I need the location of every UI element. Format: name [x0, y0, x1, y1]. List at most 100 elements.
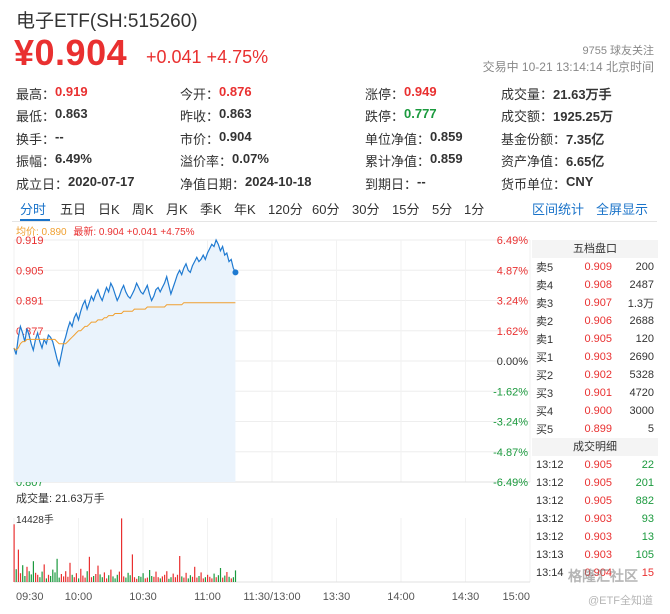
ask-row[interactable]: 卖3 0.907 1.3万 — [532, 294, 658, 312]
stat-value: 7.35亿 — [566, 131, 605, 147]
volume-bar — [131, 554, 133, 582]
x-tick: 09:30 — [16, 591, 44, 603]
volume-bar — [187, 578, 189, 582]
volume-label: 成交量: 21.63万手 — [16, 491, 105, 505]
ask-row[interactable]: 卖4 0.908 2487 — [532, 276, 658, 294]
stat-value: 0.904 — [219, 128, 252, 144]
trade-price: 0.904 — [584, 567, 612, 579]
volume-bar — [142, 573, 144, 582]
tab-10[interactable]: 15分 — [392, 202, 420, 217]
volume-bar — [189, 575, 191, 582]
volume-bar — [121, 518, 123, 582]
active-tab-underline — [20, 219, 50, 221]
volume-bar — [60, 574, 62, 582]
trade-price: 0.903 — [584, 531, 612, 543]
volume-bar — [63, 576, 65, 582]
order-book-title: 五档盘口 — [532, 240, 658, 258]
volume-bar — [140, 576, 142, 582]
trade-row: 13:12 0.905 201 — [532, 474, 658, 492]
fullscreen-link[interactable]: 全屏显示 — [596, 202, 649, 217]
volume-bar — [82, 575, 84, 582]
stat-item: 最高： 0.919 — [16, 84, 180, 103]
stat-item: 昨收： 0.863 — [180, 106, 365, 125]
bid-row[interactable]: 买1 0.903 2690 — [532, 348, 658, 366]
stat-item: 换手： -- — [16, 129, 180, 148]
bid-row[interactable]: 买3 0.901 4720 — [532, 384, 658, 402]
ask-row[interactable]: 卖2 0.906 2688 — [532, 312, 658, 330]
volume-bar — [181, 576, 183, 582]
volume-bar — [69, 562, 71, 582]
ask-row[interactable]: 卖5 0.909 200 — [532, 258, 658, 276]
bid-price: 0.902 — [584, 369, 612, 381]
bid-price: 0.903 — [584, 351, 612, 363]
tab-4[interactable]: 月K — [166, 202, 188, 217]
tab-11[interactable]: 5分 — [432, 202, 453, 217]
tab-7[interactable]: 120分 — [268, 202, 303, 217]
volume-bar — [41, 571, 43, 582]
stat-value: 2024-10-18 — [245, 173, 312, 189]
y-tick-right: 3.24% — [497, 296, 528, 308]
tab-0[interactable]: 分时 — [20, 202, 47, 217]
volume-bar — [166, 571, 168, 582]
stats-row: 换手： -- 市价： 0.904 单位净值： 0.859 基金份额： 7.35亿 — [16, 127, 656, 150]
ask-price: 0.906 — [584, 315, 612, 327]
volume-bar — [155, 571, 157, 582]
volume-bar — [217, 575, 219, 582]
trade-time: 13:12 — [536, 477, 564, 489]
stat-item: 成立日： 2020-07-17 — [16, 174, 180, 193]
x-tick: 10:30 — [129, 591, 157, 603]
stat-item: 涨停： 0.949 — [365, 84, 501, 103]
stat-item: 净值日期： 2024-10-18 — [180, 174, 365, 193]
stat-label: 涨停： — [365, 86, 405, 102]
trade-price: 0.905 — [584, 495, 612, 507]
bid-row[interactable]: 买4 0.900 3000 — [532, 402, 658, 420]
tab-6[interactable]: 年K — [234, 202, 256, 217]
follower-count[interactable]: 9755 球友关注 — [582, 45, 654, 57]
volume-bar — [159, 578, 161, 582]
ask-row[interactable]: 卖1 0.905 120 — [532, 330, 658, 348]
stat-item: 资产净值： 6.65亿 — [501, 151, 656, 170]
volume-bar — [183, 577, 185, 582]
trade-row: 13:12 0.903 13 — [532, 528, 658, 546]
volume-bar — [136, 578, 138, 582]
stat-value: CNY — [566, 173, 594, 189]
tab-5[interactable]: 季K — [200, 202, 222, 217]
volume-bar — [28, 571, 30, 582]
y-tick-right: -4.87% — [493, 447, 528, 459]
volume-bar — [97, 565, 99, 582]
bid-price: 0.900 — [584, 405, 612, 417]
tab-1[interactable]: 五日 — [60, 202, 87, 217]
volume-bar — [37, 574, 39, 582]
volume-bar — [207, 574, 209, 582]
tab-9[interactable]: 30分 — [352, 202, 380, 217]
stat-value: 0.949 — [404, 83, 437, 99]
bid-row[interactable]: 买5 0.899 5 — [532, 420, 658, 438]
volume-bar — [32, 561, 34, 582]
volume-bar — [26, 566, 28, 582]
trade-row: 13:12 0.905 22 — [532, 456, 658, 474]
stat-item: 成交量： 21.63万手 — [501, 84, 656, 103]
volume-bar — [164, 574, 166, 582]
tab-8[interactable]: 60分 — [312, 202, 340, 217]
stat-value: -- — [417, 173, 426, 189]
bid-row[interactable]: 买2 0.902 5328 — [532, 366, 658, 384]
x-tick: 10:00 — [65, 591, 93, 603]
stat-item: 货币单位： CNY — [501, 174, 656, 193]
volume-bar — [129, 575, 131, 582]
intraday-chart[interactable]: 0.9190.9050.8910.8770.8630.8490.8350.821… — [0, 230, 532, 614]
x-tick: 11:00 — [194, 591, 221, 603]
bid-label: 买1 — [536, 352, 554, 364]
tab-2[interactable]: 日K — [98, 202, 120, 217]
volume-bar — [65, 571, 67, 582]
stat-label: 净值日期： — [180, 176, 246, 192]
volume-bar — [80, 568, 82, 582]
range-stats-link[interactable]: 区间统计 — [532, 202, 585, 217]
y-tick-left: 0.891 — [16, 296, 44, 308]
stat-value: 1925.25万 — [553, 109, 614, 125]
trade-volume: 105 — [635, 549, 654, 561]
stat-label: 成立日： — [16, 176, 69, 192]
tab-12[interactable]: 1分 — [464, 202, 485, 217]
tab-3[interactable]: 周K — [132, 202, 154, 217]
volume-bar — [209, 576, 211, 582]
trade-price: 0.905 — [584, 477, 612, 489]
